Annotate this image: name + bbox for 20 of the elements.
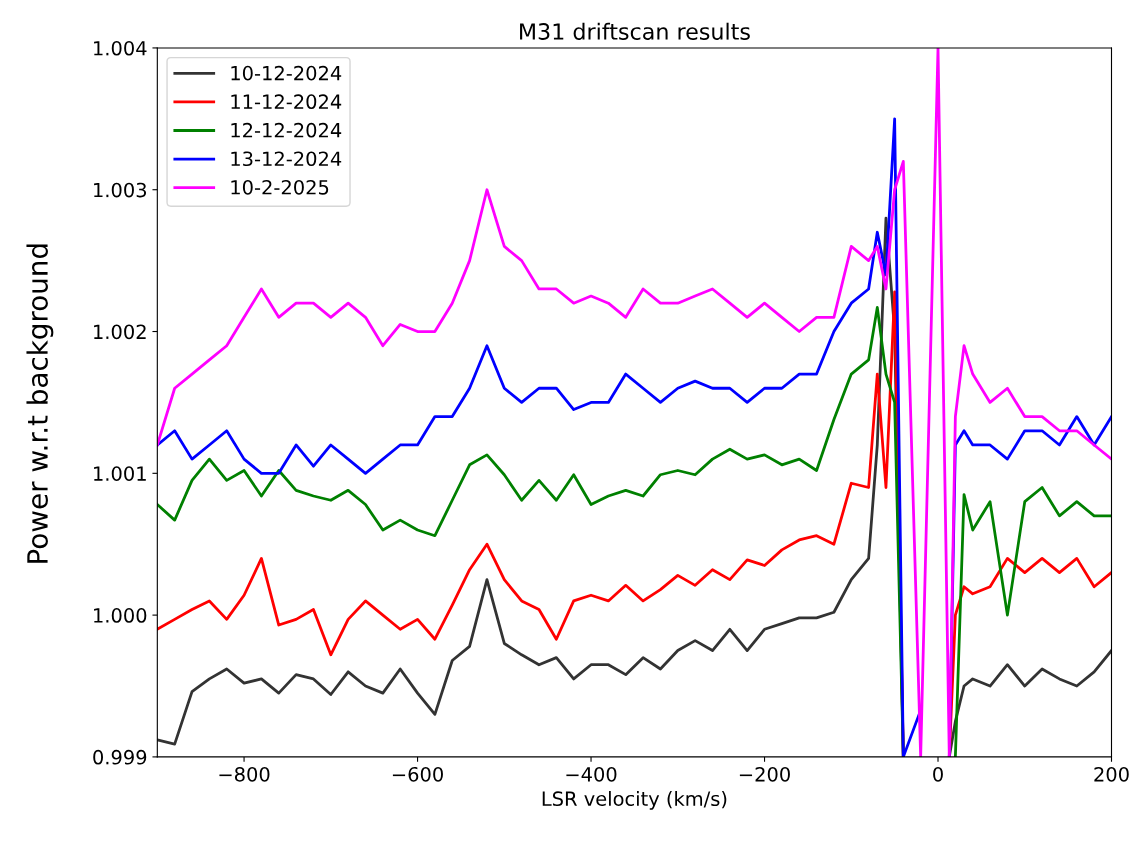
x-tick-label: 0 bbox=[933, 766, 943, 782]
legend-label: 12-12-2024 bbox=[231, 122, 342, 138]
y-tick-label: 1.004 bbox=[94, 40, 147, 56]
x-axis-title: LSR velocity (km/s) bbox=[542, 791, 727, 810]
legend-label: 13-12-2024 bbox=[231, 151, 342, 167]
x-tick-label: −600 bbox=[392, 766, 443, 782]
legend-label: 10-12-2024 bbox=[231, 65, 342, 81]
y-tick-label: 1.002 bbox=[94, 324, 146, 340]
y-tick-label: 1.003 bbox=[94, 182, 147, 198]
x-tick-label: 200 bbox=[1094, 766, 1129, 782]
x-tick-label: −200 bbox=[739, 766, 790, 782]
x-tick-label: −400 bbox=[566, 766, 617, 782]
y-tick-label: 1.001 bbox=[94, 466, 146, 481]
chart-title: M31 driftscan results bbox=[520, 22, 750, 40]
y-axis-title: Power w.r.t background bbox=[26, 244, 54, 563]
legend-label: 11-12-2024 bbox=[231, 94, 342, 110]
y-tick-label: 0.999 bbox=[93, 749, 147, 765]
legend-label: 10-2-2025 bbox=[231, 179, 329, 195]
x-tick-label: −800 bbox=[219, 766, 270, 782]
y-tick-label: 1.000 bbox=[94, 608, 147, 623]
